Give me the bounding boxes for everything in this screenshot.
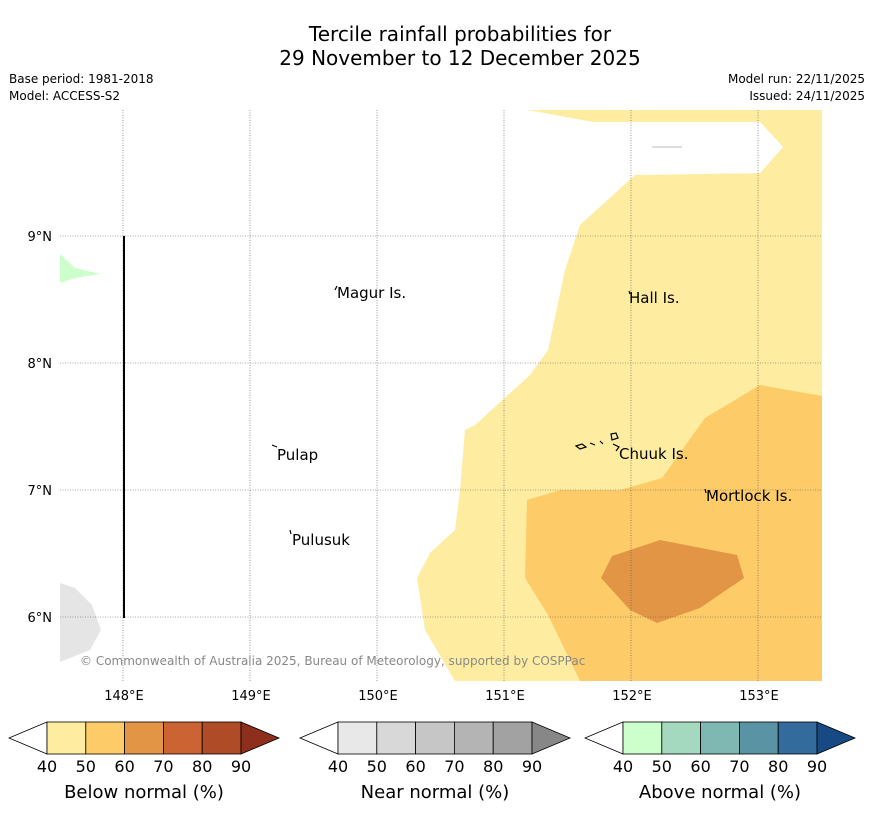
above-normal-legend-tick: 50	[652, 757, 672, 776]
above-normal-legend-bin	[777, 721, 818, 755]
below-normal-legend-high-extend	[240, 721, 281, 755]
near-normal-legend-tick: 80	[483, 757, 503, 776]
title-line-2: 29 November to 12 December 2025	[279, 46, 641, 70]
title-line-1: Tercile rainfall probabilities for	[308, 22, 612, 46]
above-normal-legend-tick: 70	[729, 757, 749, 776]
meta-right: Model run: 22/11/2025 Issued: 24/11/2025	[728, 71, 865, 105]
issued-date: Issued: 24/11/2025	[749, 89, 865, 103]
below-normal-legend-tick: 80	[192, 757, 212, 776]
near-normal-legend-bin	[453, 721, 494, 755]
lon-label-153e: 153°E	[739, 689, 779, 704]
near-normal-legend-bin	[376, 721, 416, 755]
meta-left: Base period: 1981-2018 Model: ACCESS-S2	[9, 71, 154, 105]
pulusuk-island-outline	[289, 529, 292, 535]
below-normal-legend-title: Below normal (%)	[64, 782, 224, 803]
lat-label-8n: 8°N	[28, 357, 53, 372]
lon-label-152e: 152°E	[612, 689, 652, 704]
near-normal-legend-bin	[415, 721, 455, 755]
near-normal-legend-tick: 90	[522, 757, 542, 776]
near-normal-legend-bin	[492, 721, 533, 755]
near-normal-legend-tick: 70	[444, 757, 464, 776]
lat-label-7n: 7°N	[28, 484, 53, 499]
copyright-text: © Commonwealth of Australia 2025, Bureau…	[80, 654, 585, 668]
above-normal-legend-low-extend	[583, 721, 624, 755]
above-normal-legend-tick: 40	[613, 757, 633, 776]
place-label-hall: Hall Is.	[629, 289, 680, 307]
below-normal-50-60-region	[525, 385, 822, 681]
above-normal-legend-tick: 80	[768, 757, 788, 776]
above-normal-40-50-region	[60, 254, 100, 283]
below-normal-legend-tick: 40	[37, 757, 57, 776]
near-normal-legend-high-extend	[531, 721, 572, 755]
below-normal-legend-tick: 60	[114, 757, 134, 776]
below-normal-legend-tick: 90	[231, 757, 251, 776]
mortlock-island-outline	[704, 488, 707, 494]
longitude-labels: 148°E 149°E 150°E 151°E 152°E 153°E	[104, 689, 779, 704]
near-normal-40-50-region	[60, 583, 101, 662]
near-normal-legend-tick: 40	[328, 757, 348, 776]
lon-label-148e: 148°E	[104, 689, 144, 704]
place-label-chuuk: Chuuk Is.	[619, 445, 688, 463]
lon-label-151e: 151°E	[485, 689, 525, 704]
lat-label-6n: 6°N	[28, 611, 53, 626]
near-normal-legend: 40 50 60 70 80 90 Near normal (%)	[298, 721, 572, 803]
near-normal-legend-low-extend	[298, 721, 339, 755]
below-normal-legend-bin	[85, 721, 126, 755]
place-label-magur: Magur Is.	[337, 284, 406, 302]
above-normal-legend-bin	[661, 721, 701, 755]
near-normal-legend-tick: 60	[405, 757, 425, 776]
chuuk-island-outline	[574, 432, 620, 452]
above-normal-legend-bin	[700, 721, 740, 755]
model-run: Model run: 22/11/2025	[727, 72, 865, 86]
above-normal-legend-bin	[622, 721, 663, 755]
lat-label-9n: 9°N	[28, 230, 53, 245]
below-normal-legend-bin	[162, 721, 203, 755]
pulap-island-outline	[271, 444, 278, 448]
latitude-labels: 9°N 8°N 7°N 6°N	[28, 230, 53, 626]
above-normal-legend-high-extend	[816, 721, 857, 755]
chart-title: Tercile rainfall probabilities for 29 No…	[0, 22, 873, 70]
base-period: Base period: 1981-2018	[9, 72, 154, 86]
above-normal-legend-title: Above normal (%)	[639, 782, 801, 803]
above-normal-legend-tick: 90	[807, 757, 827, 776]
below-normal-legend-bin	[201, 721, 242, 755]
below-normal-legend-bin	[124, 721, 164, 755]
above-normal-legend-tick: 60	[690, 757, 710, 776]
model-name: Model: ACCESS-S2	[9, 89, 121, 103]
below-normal-legend-tick: 70	[153, 757, 173, 776]
map-area: Magur Is. Hall Is. Pulap Chuuk Is. Mortl…	[60, 110, 822, 681]
place-label-pulap: Pulap	[277, 446, 318, 464]
hall-island-outline	[628, 290, 631, 295]
lon-label-149e: 149°E	[231, 689, 271, 704]
lon-label-150e: 150°E	[358, 689, 398, 704]
no-signal-gap	[593, 122, 783, 175]
island-outlines	[271, 285, 707, 535]
below-normal-legend-bin	[46, 721, 87, 755]
place-label-pulusuk: Pulusuk	[292, 531, 350, 549]
above-normal-legend: 40 50 60 70 80 90 Above normal (%)	[583, 721, 857, 803]
place-label-mortlock: Mortlock Is.	[706, 487, 792, 505]
below-normal-legend: 40 50 60 70 80 90 Below normal (%)	[7, 721, 281, 803]
below-normal-legend-tick: 50	[76, 757, 96, 776]
near-normal-legend-tick: 50	[367, 757, 387, 776]
near-normal-legend-title: Near normal (%)	[361, 782, 510, 803]
below-normal-60-70-region	[601, 540, 744, 623]
gridlines	[60, 110, 822, 681]
near-normal-legend-bin	[337, 721, 378, 755]
magur-island-outline	[334, 285, 338, 291]
above-normal-legend-bin	[739, 721, 779, 755]
below-normal-legend-low-extend	[7, 721, 48, 755]
